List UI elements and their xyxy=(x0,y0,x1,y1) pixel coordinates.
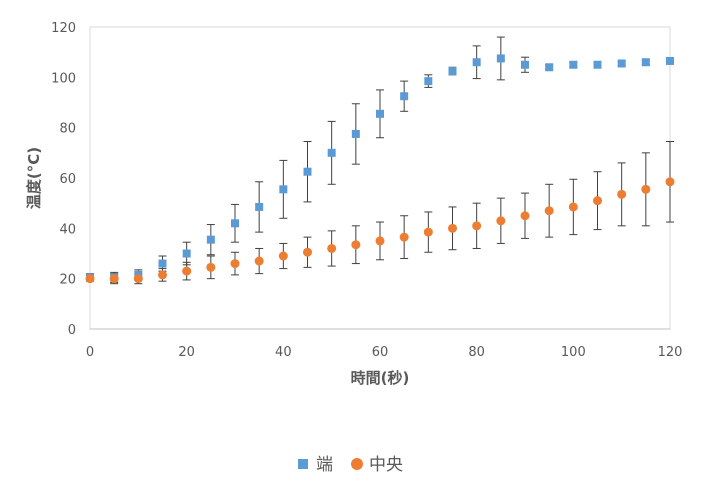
x-axis-title: 時間(秒) xyxy=(351,369,410,387)
legend-marker-square xyxy=(298,459,308,469)
data-point-square xyxy=(617,59,626,68)
data-point-circle xyxy=(544,206,554,216)
data-point-circle xyxy=(351,240,361,250)
x-tick-label: 40 xyxy=(275,345,292,360)
data-point-circle xyxy=(641,184,651,194)
data-point-circle xyxy=(399,232,409,242)
x-tick-label: 120 xyxy=(658,345,683,360)
data-point-square xyxy=(641,58,650,67)
legend-label: 端 xyxy=(316,455,333,475)
y-tick-label: 40 xyxy=(59,222,76,237)
plot-area xyxy=(89,26,671,330)
data-point-circle xyxy=(303,247,312,257)
data-point-square xyxy=(400,92,409,101)
data-point-square xyxy=(593,60,602,69)
data-point-circle xyxy=(254,256,264,266)
data-point-circle xyxy=(109,274,119,284)
data-point-circle xyxy=(665,177,675,187)
y-tick-label: 80 xyxy=(59,122,76,137)
data-point-square xyxy=(496,54,505,63)
data-point-circle xyxy=(278,251,288,261)
data-point-square xyxy=(521,60,529,69)
data-point-circle xyxy=(593,196,602,206)
error-bars xyxy=(86,36,674,285)
data-point-square xyxy=(303,167,312,176)
data-point-circle xyxy=(448,223,457,233)
y-tick-label: 60 xyxy=(59,172,76,187)
y-tick-label: 0 xyxy=(68,323,76,338)
y-tick-label: 20 xyxy=(59,273,76,288)
data-point-square xyxy=(206,235,215,244)
data-point-circle xyxy=(85,274,95,284)
data-point-square xyxy=(424,77,433,86)
data-point-square xyxy=(255,202,264,211)
data-point-circle xyxy=(472,221,482,231)
x-tick-label: 100 xyxy=(561,345,586,360)
data-point-circle xyxy=(568,202,578,212)
legend-label: 中央 xyxy=(369,455,403,475)
x-tick-label: 60 xyxy=(372,345,389,360)
x-tick-label: 80 xyxy=(468,345,485,360)
data-point-square xyxy=(158,259,167,268)
data-point-square xyxy=(279,185,288,194)
data-point-circle xyxy=(327,243,337,253)
y-tick-label: 100 xyxy=(51,71,76,86)
data-point-circle xyxy=(182,266,192,276)
data-point-circle xyxy=(520,211,530,221)
data-point-square xyxy=(545,63,554,72)
data-point-square xyxy=(472,58,481,67)
data-point-circle xyxy=(496,216,506,226)
data-point-square xyxy=(376,109,384,118)
data-markers xyxy=(85,54,675,284)
data-point-square xyxy=(448,67,457,76)
data-point-circle xyxy=(158,270,167,280)
x-tick-label: 20 xyxy=(178,345,195,360)
legend: 端 中央 xyxy=(298,455,403,475)
data-point-square xyxy=(182,249,191,258)
data-point-circle xyxy=(230,259,240,269)
data-point-square xyxy=(351,129,360,138)
y-tick-label: 120 xyxy=(51,21,76,36)
data-point-square xyxy=(666,56,674,65)
legend-marker-circle xyxy=(351,458,363,470)
data-point-circle xyxy=(375,236,385,246)
y-axis-title: 温度(°C) xyxy=(25,147,43,209)
data-point-circle xyxy=(133,274,143,284)
data-point-circle xyxy=(423,227,433,237)
x-tick-label: 0 xyxy=(86,345,94,360)
data-point-square xyxy=(569,60,578,69)
data-point-square xyxy=(231,219,239,228)
data-point-circle xyxy=(617,189,627,199)
data-point-square xyxy=(327,148,336,157)
data-point-circle xyxy=(206,262,216,272)
